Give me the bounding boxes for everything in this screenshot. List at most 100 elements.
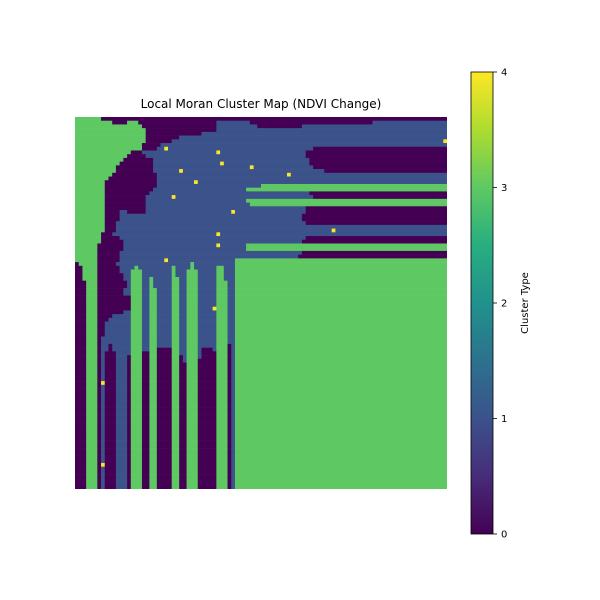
heatmap-cell xyxy=(141,477,150,482)
heatmap-cell xyxy=(156,362,173,367)
heatmap-cell xyxy=(86,407,98,412)
heatmap-cell xyxy=(130,291,143,296)
heatmap-cell xyxy=(231,362,236,367)
heatmap-cell xyxy=(75,310,87,315)
heatmap-cell xyxy=(104,407,117,412)
heatmap-cell xyxy=(171,451,180,456)
heatmap-cell xyxy=(227,403,232,408)
heatmap-cell xyxy=(156,183,262,188)
heatmap-cell xyxy=(234,284,447,289)
heatmap-cell xyxy=(171,340,180,345)
heatmap-cell xyxy=(227,369,232,374)
heatmap-cell xyxy=(75,470,87,475)
heatmap-cell xyxy=(186,451,199,456)
heatmap-cell xyxy=(75,291,87,296)
heatmap-cell xyxy=(234,269,447,274)
heatmap-cell xyxy=(115,429,128,434)
heatmap-cell xyxy=(127,474,132,479)
heatmap-cell xyxy=(171,384,180,389)
heatmap-cell xyxy=(141,436,150,441)
heatmap-cell xyxy=(97,340,102,345)
heatmap-cell xyxy=(179,477,187,482)
heatmap-cell xyxy=(179,455,187,460)
heatmap-cell xyxy=(234,273,447,278)
heatmap-cell xyxy=(86,321,98,326)
heatmap-cell xyxy=(156,444,173,449)
heatmap-cell xyxy=(179,422,187,427)
heatmap-cell xyxy=(175,273,187,278)
heatmap-cell xyxy=(227,477,232,482)
heatmap-cell xyxy=(75,146,143,151)
heatmap-cell xyxy=(130,317,143,322)
colorbar-label: Cluster Type xyxy=(520,272,531,334)
heatmap-cell xyxy=(130,299,143,304)
heatmap-cell xyxy=(234,436,447,441)
heatmap-cell xyxy=(149,276,154,281)
heatmap-cell xyxy=(115,436,128,441)
heatmap-cell xyxy=(75,414,87,419)
heatmap-cell xyxy=(309,191,447,196)
heatmap-cell xyxy=(75,120,113,125)
heatmap-cell xyxy=(75,388,87,393)
heatmap-cell xyxy=(171,436,180,441)
heatmap-cell xyxy=(149,347,158,352)
heatmap-cell xyxy=(119,217,303,222)
heatmap-cell xyxy=(216,362,228,367)
heatmap-cell xyxy=(127,451,132,456)
heatmap-cell xyxy=(171,433,180,438)
heatmap-cell xyxy=(216,425,228,430)
heatmap-cell xyxy=(153,157,310,162)
heatmap-cell xyxy=(127,120,139,125)
heatmap-cell xyxy=(78,262,98,267)
heatmap-cell xyxy=(75,377,87,382)
heatmap-cell xyxy=(75,206,106,211)
heatmap-cell xyxy=(171,477,180,482)
heatmap-cell xyxy=(141,314,150,319)
heatmap-cell xyxy=(149,485,158,489)
heatmap-cell xyxy=(112,120,128,125)
heatmap-cell xyxy=(149,369,158,374)
heatmap-cell xyxy=(149,366,158,371)
heatmap-cell xyxy=(171,269,176,274)
heatmap-cell xyxy=(186,407,199,412)
heatmap-cell xyxy=(97,362,102,367)
heatmap-cell xyxy=(313,146,447,151)
heatmap-cell xyxy=(179,295,187,300)
heatmap-cell xyxy=(171,343,180,348)
heatmap-cell xyxy=(149,310,158,315)
heatmap-cell xyxy=(75,228,106,233)
heatmap-cell xyxy=(156,466,173,471)
heatmap-cell xyxy=(104,396,117,401)
heatmap-cell xyxy=(179,340,187,345)
heatmap-cell xyxy=(75,440,87,445)
heatmap-cell xyxy=(216,462,228,467)
heatmap-cell xyxy=(75,336,87,341)
heatmap-cell xyxy=(127,210,146,215)
heatmap-cell xyxy=(97,347,102,352)
heatmap-cell xyxy=(160,143,447,148)
heatmap-cell xyxy=(115,470,128,475)
heatmap-cell xyxy=(171,310,180,315)
heatmap-cell xyxy=(234,384,447,389)
heatmap-cell xyxy=(75,314,87,319)
heatmap-cell xyxy=(197,396,217,401)
heatmap-cell xyxy=(186,410,199,415)
heatmap-cell xyxy=(171,444,180,449)
heatmap-cell xyxy=(101,381,106,386)
heatmap-cell xyxy=(156,392,173,397)
heatmap-cell xyxy=(305,221,447,226)
heatmap-cell xyxy=(216,440,228,445)
heatmap-cell xyxy=(216,436,228,441)
heatmap-cell xyxy=(75,351,87,356)
heatmap-cell xyxy=(75,284,87,289)
heatmap-cell xyxy=(141,332,150,337)
heatmap-cell xyxy=(197,299,217,304)
heatmap-cell xyxy=(101,366,106,371)
heatmap-cell xyxy=(231,422,236,427)
heatmap-cell xyxy=(97,314,113,319)
heatmap-cell xyxy=(179,440,187,445)
colorbar-tick-label: 2 xyxy=(501,299,507,310)
heatmap-cell xyxy=(231,392,236,397)
heatmap-cell xyxy=(127,422,132,427)
heatmap-cell xyxy=(301,213,447,218)
